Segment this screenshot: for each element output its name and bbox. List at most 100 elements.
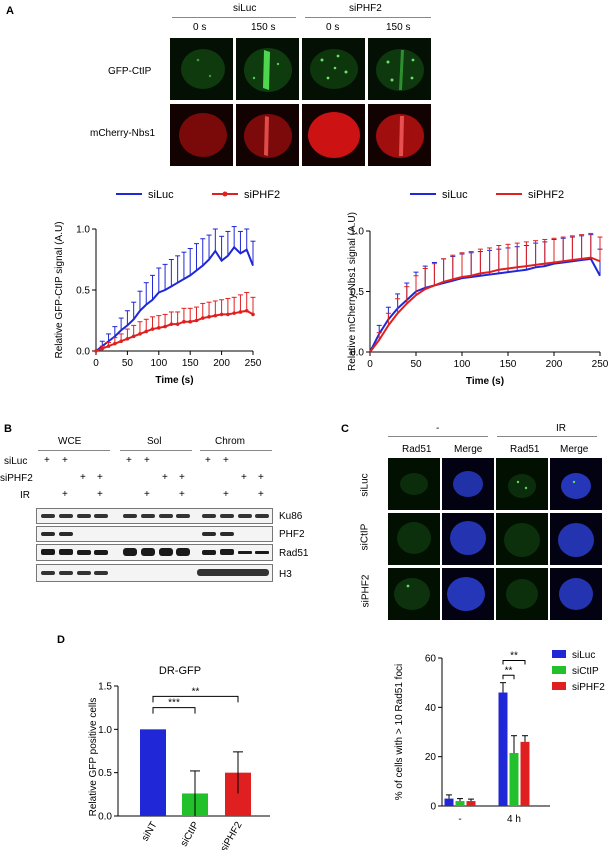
blot-ku86 bbox=[36, 508, 273, 524]
data-point bbox=[100, 346, 105, 351]
data-point bbox=[144, 329, 149, 334]
group-underline-siphf2 bbox=[305, 17, 431, 18]
plus-mark: + bbox=[144, 489, 150, 500]
y-tick-label: 1.0 bbox=[350, 227, 364, 238]
panel-a-letter: A bbox=[6, 5, 14, 17]
fraction-underline bbox=[38, 450, 110, 451]
blot-h3 bbox=[36, 564, 273, 582]
timepoint-label: 0 s bbox=[326, 22, 340, 33]
group-label-ir: IR bbox=[556, 423, 566, 434]
data-point bbox=[106, 344, 111, 348]
data-point bbox=[138, 332, 142, 336]
x-tick-label: 150 bbox=[182, 358, 199, 369]
data-point bbox=[244, 308, 249, 313]
significance-bracket bbox=[152, 695, 239, 703]
data-point bbox=[238, 310, 243, 314]
y-tick-label: 1.5 bbox=[98, 682, 112, 693]
micrograph-gfp-siluc-0s bbox=[170, 38, 233, 100]
series-line-siphf2 bbox=[369, 256, 601, 353]
data-point bbox=[169, 322, 174, 326]
series-line-siluc bbox=[369, 257, 601, 353]
x-tick-label: 200 bbox=[546, 359, 563, 370]
bar-siluc bbox=[498, 692, 508, 806]
legend-label: siLuc bbox=[442, 189, 468, 201]
x-tick-label: 0 bbox=[367, 359, 373, 370]
condition-label-siluc: siLuc bbox=[4, 456, 28, 467]
marker-label-rad51: Rad51 bbox=[279, 548, 309, 559]
plus-mark: + bbox=[80, 472, 86, 483]
x-tick-label: 50 bbox=[410, 359, 422, 370]
marker-label-phf2: PHF2 bbox=[279, 529, 305, 540]
significance-label: ** bbox=[192, 686, 200, 697]
legend-label: siPHF2 bbox=[572, 682, 605, 693]
series-line-siluc bbox=[95, 245, 254, 352]
y-axis-label: % of cells with > 10 Rad51 foci bbox=[394, 664, 405, 800]
x-tick-label: 250 bbox=[245, 358, 262, 369]
significance-label: ** bbox=[505, 665, 513, 676]
legend-swatch bbox=[552, 682, 566, 690]
x-tick-label: 100 bbox=[150, 358, 167, 369]
plus-mark: + bbox=[126, 455, 132, 466]
fraction-label-wce: WCE bbox=[58, 436, 82, 447]
fraction-label-chrom: Chrom bbox=[215, 436, 246, 447]
plus-mark: + bbox=[258, 489, 264, 500]
column-label-rad51: Rad51 bbox=[510, 444, 540, 455]
micrograph-mcherry-siluc-0s bbox=[170, 104, 233, 166]
significance-label: ** bbox=[510, 650, 518, 661]
marker-label-h3: H3 bbox=[279, 569, 292, 580]
dr-gfp-bar-chart: DR-GFP 0.0 0.5 1.0 1.5 Relative GFP positive … bbox=[88, 665, 270, 850]
plus-mark: + bbox=[223, 455, 229, 466]
bar-siluc bbox=[444, 798, 454, 806]
legend-label: siCtIP bbox=[572, 666, 599, 677]
plus-mark: + bbox=[258, 472, 264, 483]
y-tick-label: 0.5 bbox=[98, 768, 112, 779]
micrograph-mcherry-siphf2-150s bbox=[368, 104, 431, 166]
y-tick-label: 20 bbox=[425, 752, 437, 763]
y-tick-label: 40 bbox=[425, 703, 437, 714]
row-label-sictip: siCtIP bbox=[359, 523, 371, 551]
group-underline bbox=[388, 436, 488, 437]
y-tick-label: 1.0 bbox=[98, 725, 112, 736]
plus-mark: + bbox=[179, 489, 185, 500]
data-point bbox=[157, 326, 161, 330]
x-tick-label: 50 bbox=[122, 358, 134, 369]
group-underline bbox=[497, 436, 597, 437]
plus-mark: + bbox=[97, 472, 103, 483]
condition-label-ir: IR bbox=[20, 490, 30, 501]
plus-mark: + bbox=[223, 489, 229, 500]
significance-bracket bbox=[502, 674, 515, 680]
group-label-siphf2: siPHF2 bbox=[349, 3, 382, 14]
rad51-foci-bar-chart: 0 20 40 60 % of cells with > 10 Rad51 foci - 4… bbox=[394, 650, 605, 825]
x-axis-label: Time (s) bbox=[466, 376, 504, 387]
plus-mark: + bbox=[62, 489, 68, 500]
row-label-mcherry-nbs1: mCherry-Nbs1 bbox=[90, 128, 156, 139]
column-label-merge: Merge bbox=[454, 444, 483, 455]
panel-c-letter: C bbox=[341, 423, 349, 435]
legend-swatch bbox=[552, 666, 566, 674]
data-point bbox=[188, 319, 192, 324]
data-point bbox=[119, 339, 123, 344]
blot-rad51 bbox=[36, 544, 273, 561]
chart-title: DR-GFP bbox=[159, 665, 201, 677]
blot-phf2 bbox=[36, 526, 273, 542]
legend-label: siPHF2 bbox=[528, 189, 564, 201]
y-axis-label: Relative GFP-CtIP signal (A.U) bbox=[54, 221, 65, 358]
legend-label: siPHF2 bbox=[244, 189, 280, 201]
micrograph-gfp-siluc-150s bbox=[236, 38, 299, 100]
group-underline-siluc bbox=[172, 17, 296, 18]
bar-siphf2 bbox=[466, 801, 476, 806]
bar-siphf2 bbox=[520, 741, 530, 806]
bar-sictip bbox=[455, 801, 465, 806]
significance-label: *** bbox=[168, 698, 180, 709]
data-point bbox=[163, 324, 167, 329]
bar-sint bbox=[140, 729, 166, 816]
y-axis-label: Relative GFP positive cells bbox=[88, 698, 99, 817]
fraction-underline bbox=[200, 450, 272, 451]
data-point bbox=[150, 327, 155, 331]
x-tick-label: - bbox=[458, 814, 461, 825]
x-tick-label: 100 bbox=[454, 359, 471, 370]
x-tick-label: siNT bbox=[140, 820, 160, 843]
x-axis-label: Time (s) bbox=[155, 375, 193, 386]
panel-d-letter: D bbox=[57, 634, 65, 646]
data-point bbox=[226, 312, 230, 317]
